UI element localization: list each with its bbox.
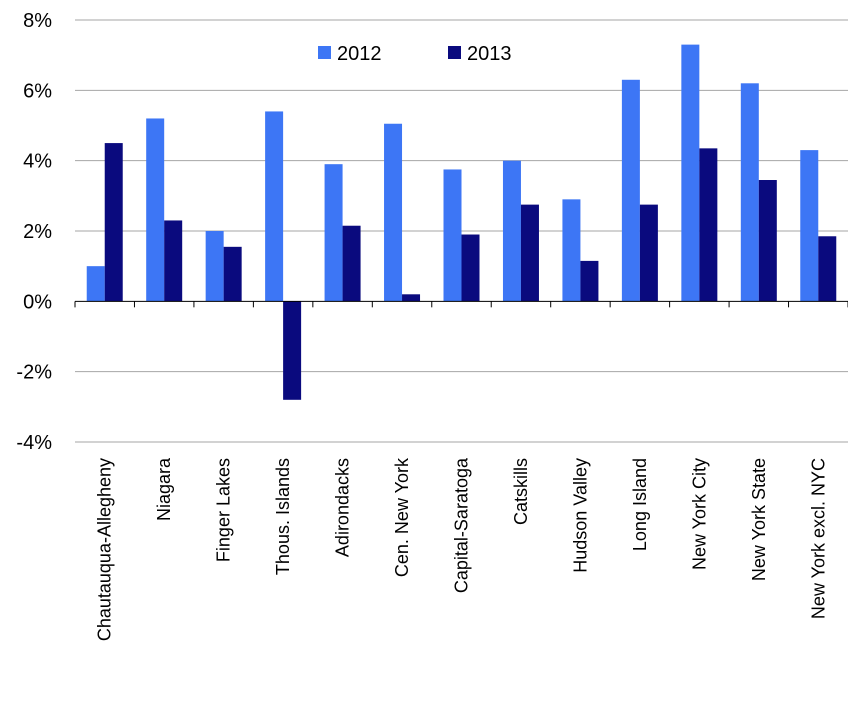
y-tick-labels: -4% -2% 0% 2% 4% 6% 8% (16, 10, 52, 454)
category-label: Capital-Saratoga (452, 457, 472, 593)
bar-2013-thous-islands (283, 301, 302, 400)
category-labels: Chautauqua-Allegheny Niagara Finger Lakes T… (95, 457, 829, 641)
bar-2013-chautauqua-allegheny (104, 143, 123, 302)
y-tick-label: 6% (23, 80, 52, 102)
legend-swatch-2013 (448, 46, 461, 59)
axes (74, 300, 848, 308)
y-tick-label: 8% (23, 10, 52, 32)
category-label: New York State (749, 458, 769, 581)
bar-2012-niagara (146, 118, 165, 302)
bar-2013-long-island (639, 204, 658, 302)
bar-2012-finger-lakes (205, 231, 224, 302)
category-label: Cen. New York (392, 457, 412, 577)
category-label: New York excl. NYC (808, 458, 828, 619)
bar-2012-chautauqua-allegheny (86, 266, 105, 302)
y-tick-label: -4% (16, 432, 52, 454)
bar-2013-adirondacks (342, 225, 361, 302)
y-tick-label: 0% (23, 291, 52, 313)
bar-2012-new-york-state (740, 83, 759, 302)
category-label: Chautauqua-Allegheny (95, 458, 115, 641)
legend: 2012 2013 (318, 43, 512, 65)
category-label: New York City (689, 458, 709, 570)
bar-2013-catskills (520, 204, 539, 302)
bar-2013-hudson-valley (580, 260, 599, 302)
bar-2012-adirondacks (324, 164, 343, 302)
legend-label-2012: 2012 (337, 43, 382, 65)
y-tick-label: 2% (23, 221, 52, 243)
category-label: Finger Lakes (214, 458, 234, 562)
bar-2013-new-york-excl-nyc (818, 236, 837, 302)
bar-2012-long-island (621, 79, 640, 302)
bar-2012-capital-saratoga (443, 169, 462, 302)
bar-2012-cen-new-york (384, 123, 403, 302)
legend-label-2013: 2013 (467, 43, 512, 65)
y-tick-label: 4% (23, 151, 52, 173)
category-label: Long Island (630, 458, 650, 551)
bar-2012-new-york-excl-nyc (800, 150, 819, 302)
category-label: Catskills (511, 458, 531, 525)
bar-2012-new-york-city (681, 44, 700, 302)
bar-2013-finger-lakes (223, 246, 242, 302)
category-label: Thous. Islands (273, 458, 293, 575)
category-label: Hudson Valley (570, 458, 590, 573)
bar-2013-capital-saratoga (461, 234, 480, 302)
category-label: Niagara (154, 457, 174, 521)
legend-swatch-2012 (318, 46, 331, 59)
bar-2012-thous-islands (265, 111, 284, 302)
category-label: Adirondacks (333, 458, 353, 557)
bar-2013-cen-new-york (402, 294, 421, 302)
bar-2013-new-york-city (699, 148, 718, 302)
y-tick-label: -2% (16, 362, 52, 384)
bar-2013-new-york-state (758, 180, 777, 302)
bar-2013-niagara (164, 220, 183, 302)
bars (86, 44, 837, 400)
bar-2012-catskills (502, 160, 521, 302)
bar-2012-hudson-valley (562, 199, 581, 302)
